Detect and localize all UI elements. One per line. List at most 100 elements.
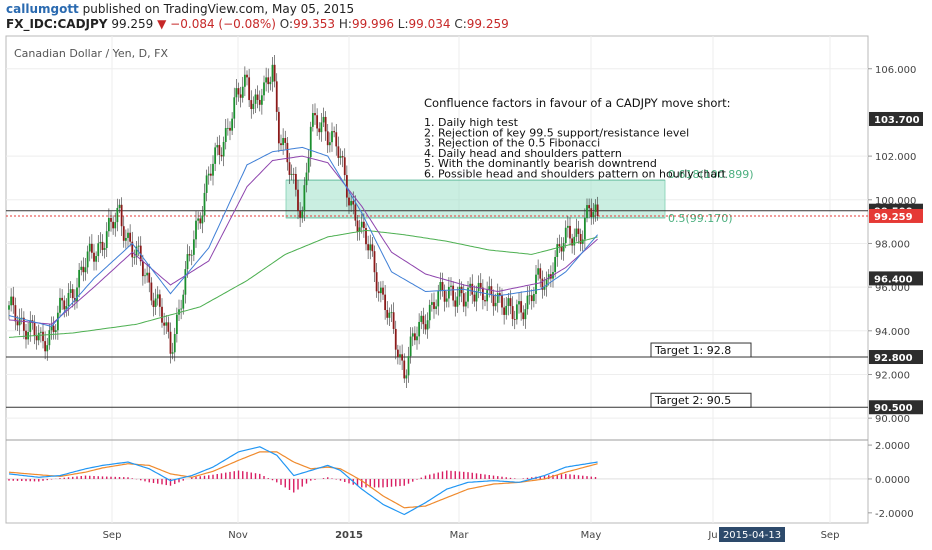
candle-105 — [231, 112, 234, 136]
price-tick-label-7: 90.000 — [875, 414, 910, 425]
candle-body-222 — [479, 282, 482, 288]
candle-body-110 — [241, 86, 244, 98]
candle-195 — [422, 307, 425, 334]
candle-body-18 — [46, 345, 49, 352]
fib-bottom-label: 0.5(99.170) — [668, 212, 733, 225]
candle-189 — [409, 327, 412, 364]
candle-body-90 — [199, 218, 202, 224]
candle-body-34 — [80, 266, 83, 270]
candle-body-53 — [120, 204, 123, 227]
candle-body-259 — [558, 244, 561, 247]
candle-body-127 — [277, 111, 280, 144]
candle-body-152 — [331, 131, 333, 143]
candle-body-64 — [144, 275, 146, 277]
candle-38 — [88, 236, 91, 262]
candle-219 — [473, 285, 476, 307]
candle-body-250 — [539, 268, 542, 279]
candle-92 — [203, 183, 206, 223]
candle-137 — [299, 202, 302, 228]
candle-156 — [339, 148, 342, 165]
candle-body-260 — [560, 246, 563, 252]
candle-body-220 — [475, 291, 478, 302]
candle-107 — [235, 79, 238, 106]
open-label: O: — [279, 17, 294, 31]
osc-tick-label-0: 2.0000 — [875, 441, 910, 452]
candle-117 — [256, 85, 259, 109]
candle-122 — [267, 68, 270, 93]
author-name[interactable]: callumgott — [6, 2, 79, 16]
candle-59 — [133, 249, 136, 265]
candle-body-43 — [99, 241, 102, 244]
candle-body-44 — [101, 241, 104, 250]
candle-126 — [275, 73, 278, 121]
candle-229 — [494, 293, 497, 311]
candle-58 — [131, 231, 134, 267]
price-axis[interactable]: 106.000 102.000 100.000 98.000 96.000 94.000 9… — [868, 65, 923, 520]
candle-body-36 — [84, 267, 87, 273]
candle-166 — [360, 211, 363, 234]
candle-50 — [114, 212, 117, 237]
candle-body-124 — [271, 64, 274, 82]
candle-body-59 — [133, 257, 136, 258]
candle-28 — [67, 283, 70, 316]
time-label-5: Ju — [707, 530, 717, 541]
candle-body-174 — [377, 291, 380, 294]
candle-body-168 — [365, 227, 367, 245]
candle-241 — [520, 291, 523, 321]
candle-body-120 — [263, 82, 265, 96]
oscillator-pane — [6, 446, 868, 516]
candle-body-200 — [433, 302, 435, 309]
candle-body-41 — [95, 256, 98, 262]
candle-127 — [277, 107, 280, 153]
candle-44 — [101, 234, 104, 257]
candle-body-81 — [180, 308, 183, 310]
candle-body-162 — [352, 201, 355, 205]
candle-body-206 — [445, 298, 448, 302]
price-tick-label-2: 100.000 — [875, 196, 916, 207]
price-badge-label-2: 99.259 — [874, 212, 913, 223]
candle-body-239 — [515, 304, 518, 320]
candle-body-100 — [220, 154, 223, 157]
fib-rectangle — [285, 179, 666, 219]
candle-body-92 — [203, 192, 206, 216]
candle-body-75 — [167, 322, 170, 332]
candle-68 — [152, 292, 155, 317]
candle-body-125 — [273, 64, 276, 82]
candle-body-111 — [243, 74, 246, 87]
time-axis[interactable]: Sep Nov 2015 Mar May Ju Sep 2015-04-13 — [103, 527, 840, 542]
candle-16 — [42, 323, 44, 349]
candle-193 — [418, 313, 421, 345]
candle-202 — [437, 284, 440, 316]
close-value: 99.259 — [466, 17, 509, 31]
candle-101 — [222, 136, 225, 167]
candle-body-123 — [269, 81, 272, 85]
candle-body-84 — [186, 254, 189, 270]
note-title: Confluence factors in favour of a CADJPY… — [424, 96, 731, 110]
candle-109 — [239, 86, 242, 108]
candle-body-151 — [328, 142, 331, 146]
candle-173 — [375, 263, 378, 298]
candle-185 — [401, 344, 404, 371]
candle-body-261 — [562, 243, 565, 252]
candle-body-204 — [441, 282, 444, 291]
candle-body-149 — [324, 116, 327, 132]
candle-body-6 — [20, 317, 23, 319]
candle-131 — [286, 136, 289, 171]
candle-body-136 — [297, 189, 299, 211]
candle-154 — [335, 123, 338, 156]
candle-52 — [118, 199, 121, 214]
candle-37 — [86, 245, 89, 274]
candle-body-159 — [345, 175, 348, 198]
candle-239 — [515, 299, 518, 325]
candle-body-155 — [337, 146, 340, 158]
candle-153 — [333, 126, 336, 138]
candle-223 — [481, 279, 484, 310]
candle-196 — [424, 314, 427, 335]
candle-body-55 — [124, 237, 127, 241]
price-tick-label-1: 102.000 — [875, 152, 916, 163]
candle-74 — [165, 315, 168, 334]
candle-10 — [29, 311, 32, 342]
candle-25 — [61, 289, 64, 310]
candle-body-166 — [360, 221, 363, 228]
